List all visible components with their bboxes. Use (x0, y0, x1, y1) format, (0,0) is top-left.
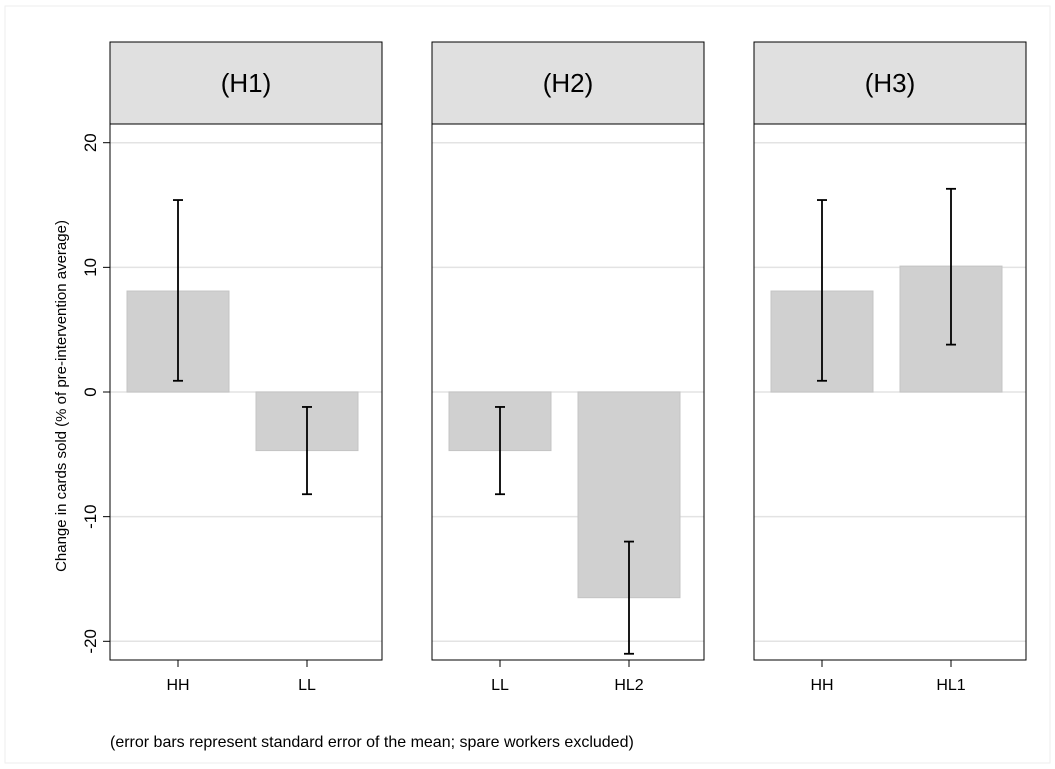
y-tick-label: 0 (81, 387, 100, 396)
x-tick-label: LL (491, 677, 509, 694)
error-bar (817, 199, 827, 382)
footnote: (error bars represent standard error of … (110, 734, 634, 751)
panel-2: (H2) LL HL2 (431, 41, 705, 694)
panel-strip (109, 41, 383, 125)
panel-title: (H2) (543, 68, 594, 98)
panel-frame (753, 123, 1027, 661)
x-tick-label: HH (166, 677, 189, 694)
x-tick-label: HH (810, 677, 833, 694)
y-axis-label: Change in cards sold (% of pre-intervent… (53, 220, 70, 572)
x-tick-label: LL (298, 677, 316, 694)
y-tick-label: 20 (81, 133, 100, 152)
panel-3: (H3) HH HL1 (753, 41, 1027, 694)
error-bar (946, 187, 956, 346)
panel-1: (H1) HH LL (109, 41, 383, 694)
error-bar (302, 406, 312, 496)
panel-strip (753, 41, 1027, 125)
panel-frame (431, 123, 705, 661)
error-bar (624, 540, 634, 655)
error-bar (173, 199, 183, 382)
y-tick-label: -20 (81, 629, 100, 654)
x-tick-label: HL2 (614, 677, 643, 694)
y-tick-label: 10 (81, 258, 100, 277)
panel-title: (H3) (865, 68, 916, 98)
y-tick-label: -10 (81, 504, 100, 529)
error-bar (495, 406, 505, 496)
x-tick-label: HL1 (936, 677, 965, 694)
panel-title: (H1) (221, 68, 272, 98)
